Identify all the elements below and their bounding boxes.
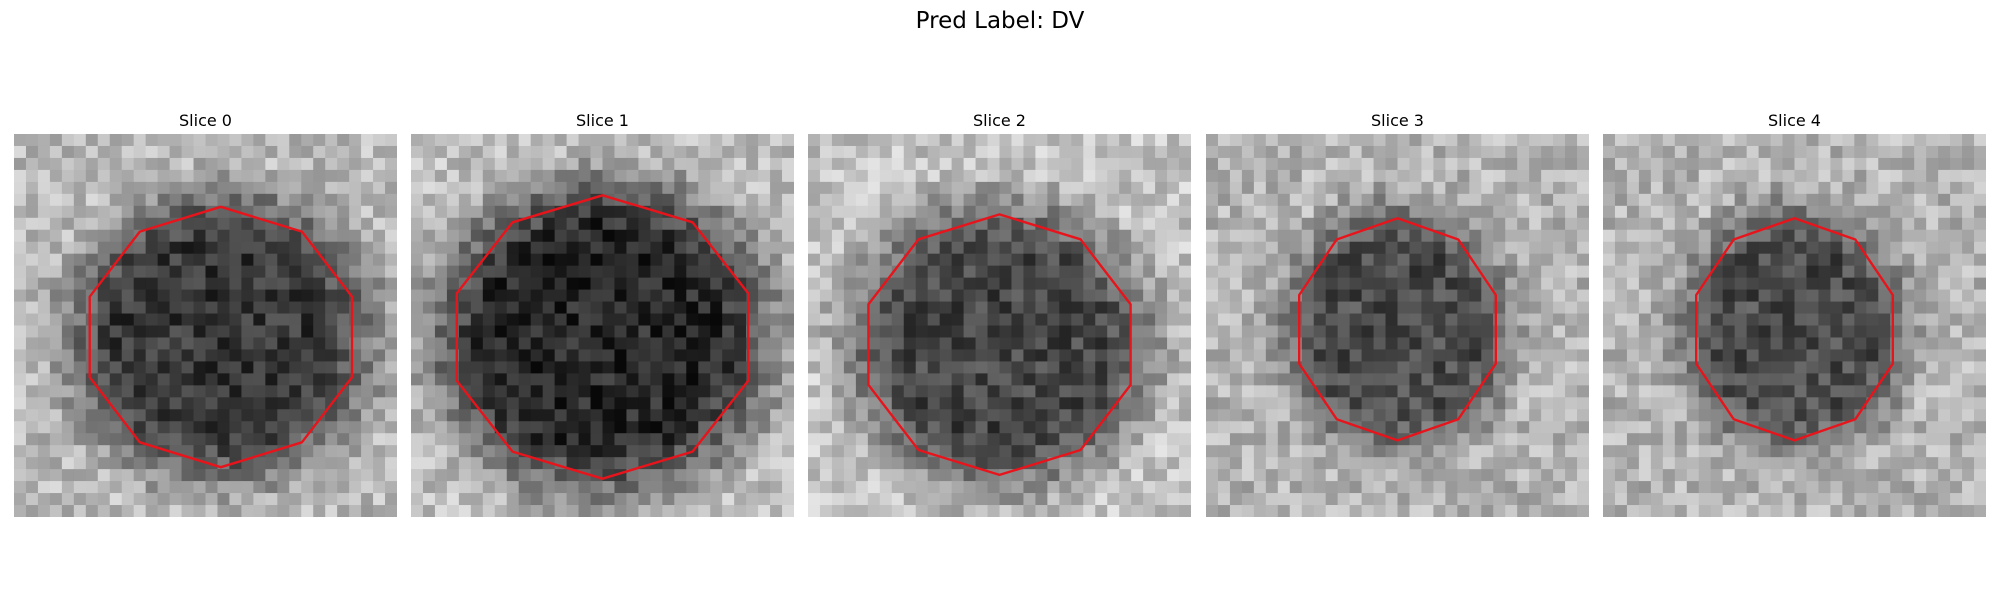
figure-title: Pred Label: DV	[915, 8, 1085, 34]
slice-image-3	[1206, 134, 1589, 517]
pixel-grid	[808, 134, 1191, 517]
slice-panel-4: Slice 4	[1603, 108, 1986, 517]
slice-title: Slice 3	[1371, 111, 1424, 130]
slice-image-2	[808, 134, 1191, 517]
slice-image-0	[14, 134, 397, 517]
slice-title: Slice 0	[179, 111, 232, 130]
segmentation-contour	[88, 205, 354, 469]
pixel-grid	[1603, 134, 1986, 517]
segmentation-contour	[867, 213, 1132, 477]
pixel-grid	[411, 134, 794, 517]
slice-panel-2: Slice 2	[808, 108, 1191, 517]
slice-title: Slice 4	[1768, 111, 1821, 130]
segmentation-contour	[1694, 217, 1894, 442]
pixel-grid	[1206, 134, 1589, 517]
slice-panel-3: Slice 3	[1206, 108, 1589, 517]
pixel-grid	[14, 134, 397, 517]
segmentation-contour	[1297, 217, 1497, 442]
slice-image-4	[1603, 134, 1986, 517]
slice-title: Slice 2	[973, 111, 1026, 130]
segmentation-contour	[455, 194, 750, 480]
slice-panel-1: Slice 1	[411, 108, 794, 517]
slice-image-1	[411, 134, 794, 517]
slice-panel-0: Slice 0	[14, 108, 397, 517]
slice-title: Slice 1	[576, 111, 629, 130]
